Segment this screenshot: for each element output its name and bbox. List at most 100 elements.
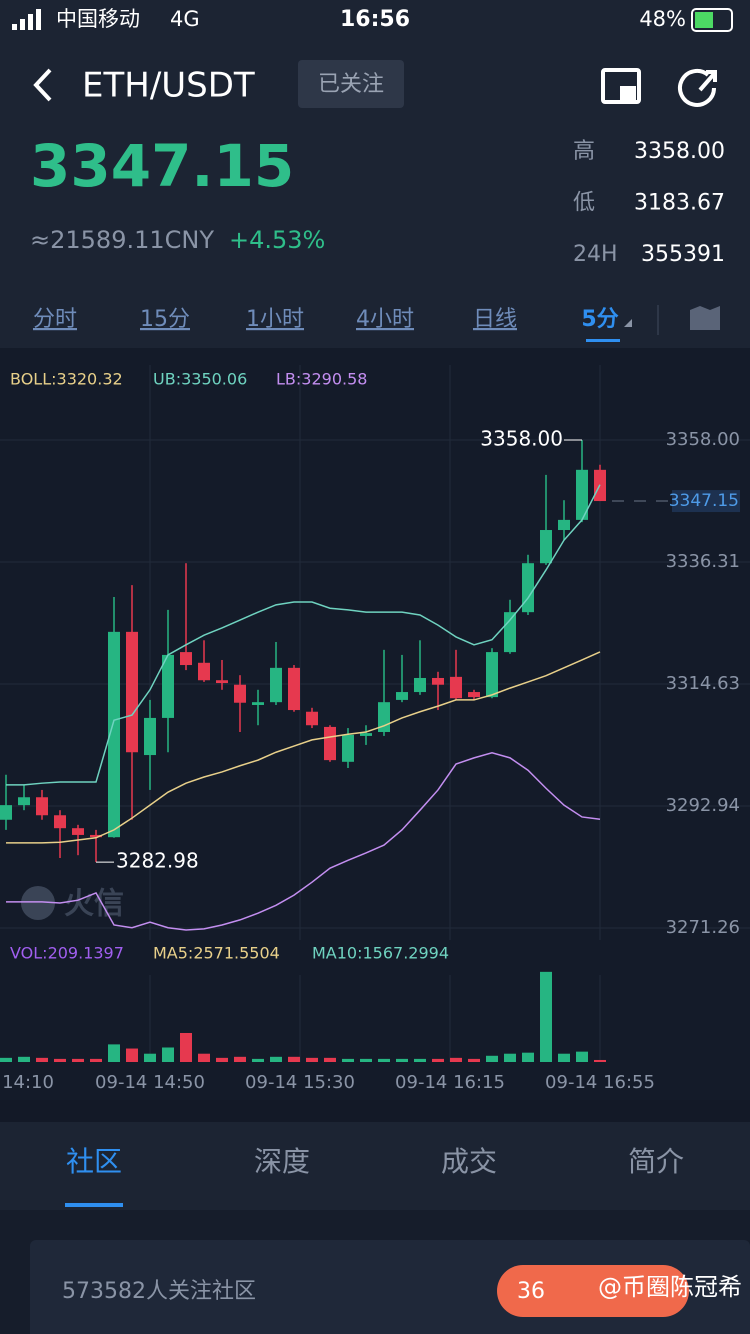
volume-bar <box>432 1058 444 1062</box>
candle-body <box>162 654 174 718</box>
candle-body <box>432 677 444 685</box>
battery-text: 48% <box>639 7 686 31</box>
candle-body <box>396 692 408 700</box>
candle-body <box>108 631 120 838</box>
battery-icon <box>691 8 733 32</box>
volume-bar <box>414 1058 426 1062</box>
community-button[interactable] <box>497 1265 689 1317</box>
pair: ETH/USDT <box>82 66 255 106</box>
volume-bar <box>360 1058 372 1062</box>
volume-legend: MA10:1567.2994 <box>312 944 449 963</box>
candle-body <box>414 677 426 693</box>
y-tick-label: 3336.31 <box>666 551 740 572</box>
candle-body <box>180 652 192 666</box>
chart-watermark: 火信 <box>64 887 124 922</box>
y-tick-label: 3271.26 <box>666 917 740 938</box>
boll-line <box>6 651 601 844</box>
tab[interactable]: 简介 <box>628 1145 684 1178</box>
volume-bar <box>504 1053 516 1062</box>
candle-body <box>36 797 48 816</box>
volume-bar <box>126 1048 138 1062</box>
boll-line <box>6 484 601 786</box>
tab-indicator <box>65 1203 123 1207</box>
volume-bar <box>90 1058 102 1062</box>
candle-body <box>522 563 534 613</box>
stat-label: 高 <box>573 139 595 164</box>
volume-bar <box>198 1053 210 1062</box>
x-tick-label: 09-14 16:15 <box>395 1072 505 1093</box>
volume-bar <box>36 1057 48 1062</box>
volume-bar <box>252 1058 264 1062</box>
follow-button[interactable] <box>298 60 404 108</box>
carrier: 中国移动 <box>56 7 140 31</box>
candle-body <box>306 711 318 726</box>
tab[interactable]: 成交 <box>441 1145 497 1178</box>
volume-bar <box>0 1057 12 1062</box>
volume-bar <box>234 1056 246 1062</box>
watermark-logo <box>21 886 55 920</box>
candle-body <box>234 684 246 703</box>
candle-body <box>252 702 264 705</box>
top-bg <box>0 0 750 348</box>
candle-body <box>324 726 336 761</box>
volume-bar <box>162 1047 174 1062</box>
interval[interactable]: 5分 <box>581 307 618 332</box>
community-button-text: 36 <box>517 1279 545 1304</box>
volume-bar <box>216 1057 228 1062</box>
stat-value: 3358.00 <box>634 139 725 164</box>
back[interactable] <box>33 68 52 102</box>
interval[interactable]: 4小时 <box>356 307 414 332</box>
tab[interactable]: 社区 <box>66 1145 122 1178</box>
volume-legend: MA5:2571.5504 <box>153 944 280 963</box>
candle-body <box>216 680 228 684</box>
candle-body <box>18 797 30 806</box>
candle-body <box>144 717 156 756</box>
settings-icon[interactable] <box>690 306 720 330</box>
indicator-legend: BOLL:3320.32 <box>10 370 123 389</box>
last-price-box <box>672 490 740 513</box>
chart-bg <box>0 348 750 1100</box>
interval[interactable]: 日线 <box>473 307 517 332</box>
stat-value: 3183.67 <box>634 191 725 216</box>
volume-bar <box>558 1053 570 1062</box>
candle-body <box>558 519 570 531</box>
volume-bar <box>324 1057 336 1062</box>
interval-caret <box>624 319 632 327</box>
interval[interactable]: 分时 <box>33 307 77 332</box>
y-tick-label: 3292.94 <box>666 795 740 816</box>
tabs-bg <box>0 1122 750 1210</box>
candle-body <box>198 662 210 681</box>
volume-bar <box>144 1053 156 1062</box>
x-tick-label: 14:10 <box>2 1072 54 1093</box>
candle-body <box>450 676 462 699</box>
volume-bar <box>108 1044 120 1062</box>
last-price-label: 3347.15 <box>669 491 739 511</box>
cny-price: ≈21589.11CNY <box>30 226 214 254</box>
tab[interactable]: 深度 <box>254 1145 310 1178</box>
volume-bar <box>72 1058 84 1062</box>
volume-bar <box>468 1058 480 1062</box>
boll-line <box>6 752 601 931</box>
x-tick-label: 09-14 16:55 <box>545 1072 655 1093</box>
interval[interactable]: 1小时 <box>246 307 304 332</box>
volume-bar <box>396 1058 408 1062</box>
volume-bar <box>342 1058 354 1062</box>
y-tick-label: 3358.00 <box>666 429 740 450</box>
volume-bar <box>378 1058 390 1062</box>
volume-bar <box>450 1057 462 1062</box>
share-icon[interactable] <box>678 69 717 107</box>
volume-bar <box>180 1032 192 1062</box>
volume-bar <box>522 1052 534 1062</box>
watermark: @币圈陈冠希 <box>598 1273 742 1301</box>
window-icon[interactable] <box>601 68 641 104</box>
indicator-legend: UB:3350.06 <box>153 370 247 389</box>
candle-body <box>360 733 372 736</box>
volume-bar <box>288 1056 300 1062</box>
x-tick-label: 09-14 15:30 <box>245 1072 355 1093</box>
interval[interactable]: 15分 <box>140 307 190 332</box>
candle-body <box>540 530 552 564</box>
volume-bar <box>18 1056 30 1062</box>
signal <box>12 9 41 30</box>
